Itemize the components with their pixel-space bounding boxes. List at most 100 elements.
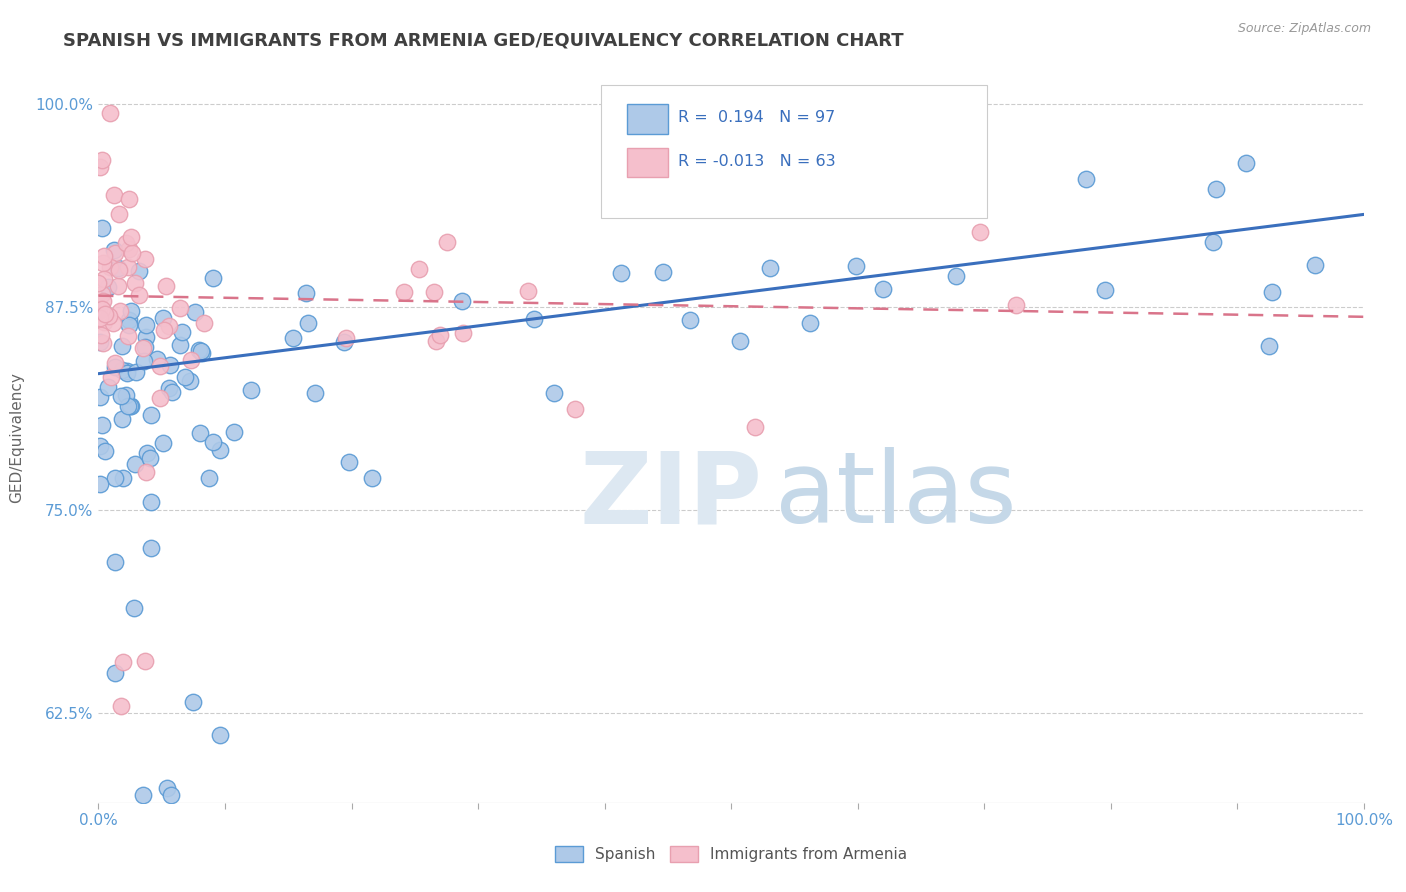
Point bbox=[134, 340, 156, 354]
Point bbox=[1303, 259, 1326, 273]
Text: Source: ZipAtlas.com: Source: ZipAtlas.com bbox=[1237, 22, 1371, 36]
Point bbox=[89, 439, 111, 453]
Point bbox=[98, 310, 121, 324]
Point bbox=[128, 288, 150, 302]
Point bbox=[180, 352, 202, 367]
Point bbox=[87, 277, 110, 291]
Point bbox=[155, 278, 177, 293]
Point bbox=[1094, 284, 1116, 298]
Point bbox=[120, 400, 142, 414]
Point bbox=[111, 471, 134, 485]
Point bbox=[451, 326, 474, 341]
Point bbox=[91, 336, 114, 351]
Point bbox=[157, 318, 180, 333]
Point bbox=[104, 355, 127, 369]
Point bbox=[152, 310, 174, 325]
Point bbox=[115, 366, 138, 380]
Point bbox=[146, 352, 169, 367]
Point bbox=[89, 335, 111, 350]
Point bbox=[450, 293, 472, 308]
Point bbox=[104, 246, 127, 260]
Point bbox=[361, 471, 384, 485]
Point bbox=[103, 666, 125, 681]
Point bbox=[111, 412, 134, 426]
Point bbox=[107, 279, 129, 293]
Point bbox=[1261, 285, 1284, 299]
Point bbox=[208, 727, 231, 741]
Point bbox=[124, 276, 146, 290]
Point bbox=[124, 600, 146, 615]
Point bbox=[172, 325, 194, 339]
Point bbox=[90, 327, 112, 342]
Point bbox=[184, 305, 207, 319]
Point bbox=[201, 435, 224, 450]
Point bbox=[728, 334, 751, 348]
Point bbox=[138, 450, 160, 465]
Point bbox=[128, 264, 150, 278]
Point bbox=[135, 465, 157, 479]
Point bbox=[181, 695, 204, 709]
Point bbox=[93, 315, 115, 329]
Point bbox=[945, 269, 967, 284]
Point bbox=[131, 788, 153, 802]
Point bbox=[89, 477, 111, 491]
Point bbox=[1076, 172, 1098, 186]
Point bbox=[696, 187, 718, 202]
Point bbox=[107, 262, 129, 277]
Point bbox=[132, 341, 155, 355]
Point bbox=[408, 261, 430, 276]
Point bbox=[93, 444, 115, 458]
Point bbox=[89, 390, 111, 404]
Point bbox=[543, 386, 565, 401]
Point bbox=[523, 312, 546, 326]
FancyBboxPatch shape bbox=[627, 148, 668, 178]
Point bbox=[121, 246, 143, 260]
Point bbox=[169, 338, 191, 352]
Point bbox=[281, 331, 304, 345]
Point bbox=[91, 287, 114, 301]
Point bbox=[1234, 156, 1257, 170]
Point bbox=[104, 471, 127, 485]
Point bbox=[91, 294, 114, 309]
Point bbox=[107, 207, 129, 221]
Point bbox=[103, 244, 125, 258]
Point bbox=[135, 330, 157, 344]
Point bbox=[202, 270, 225, 285]
Point bbox=[1202, 235, 1225, 250]
Point bbox=[744, 419, 766, 434]
Point bbox=[115, 235, 138, 250]
Point bbox=[1205, 182, 1227, 196]
Legend: Spanish, Immigrants from Armenia: Spanish, Immigrants from Armenia bbox=[548, 840, 914, 868]
Point bbox=[619, 183, 641, 197]
Point bbox=[333, 334, 356, 349]
Point bbox=[134, 252, 156, 266]
Point bbox=[187, 343, 209, 357]
Point bbox=[87, 302, 110, 317]
Point bbox=[135, 318, 157, 333]
Point bbox=[423, 285, 446, 300]
Point bbox=[94, 307, 117, 321]
Point bbox=[132, 353, 155, 368]
Point bbox=[108, 304, 131, 318]
Text: R = -0.013   N = 63: R = -0.013 N = 63 bbox=[678, 153, 835, 169]
Y-axis label: GED/Equivalency: GED/Equivalency bbox=[10, 372, 24, 502]
Point bbox=[174, 370, 197, 384]
Text: SPANISH VS IMMIGRANTS FROM ARMENIA GED/EQUIVALENCY CORRELATION CHART: SPANISH VS IMMIGRANTS FROM ARMENIA GED/E… bbox=[63, 31, 904, 49]
Point bbox=[120, 304, 142, 318]
Point bbox=[429, 327, 451, 342]
Point bbox=[118, 318, 141, 333]
Point bbox=[239, 383, 262, 397]
Point bbox=[93, 272, 115, 286]
Point bbox=[111, 655, 134, 669]
Point bbox=[91, 418, 114, 433]
FancyBboxPatch shape bbox=[600, 85, 987, 218]
Point bbox=[141, 408, 163, 422]
Point bbox=[141, 495, 163, 509]
Point bbox=[134, 654, 156, 668]
Point bbox=[193, 316, 215, 330]
Point bbox=[197, 470, 219, 484]
Point bbox=[90, 221, 112, 235]
Point bbox=[124, 458, 146, 472]
Point bbox=[153, 323, 176, 337]
Point bbox=[295, 286, 318, 301]
